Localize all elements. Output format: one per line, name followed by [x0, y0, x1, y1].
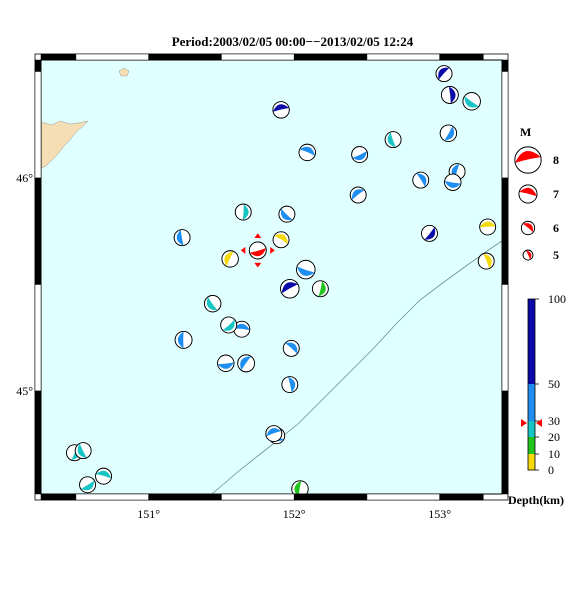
- earthquake-event: [435, 65, 453, 83]
- earthquake-event: [384, 131, 402, 149]
- latest-event-marker: [270, 246, 275, 254]
- earthquake-event: [221, 250, 239, 268]
- depth-marker-right: [536, 419, 542, 427]
- earthquake-event: [462, 92, 481, 111]
- earthquake-event: [173, 229, 191, 247]
- earthquake-event: [233, 320, 251, 338]
- magnitude-legend-symbol: [520, 220, 536, 236]
- magnitude-legend-label: 7: [553, 187, 559, 201]
- earthquake-event: [240, 233, 275, 268]
- magnitude-legend-label: 8: [553, 153, 559, 167]
- depth-color-band: [528, 421, 535, 437]
- earthquake-event: [440, 86, 459, 104]
- earthquake-event: [444, 173, 462, 191]
- depth-tick-label: 50: [548, 377, 560, 391]
- trench-line: [211, 240, 503, 495]
- earthquake-event: [265, 425, 283, 443]
- magnitude-legend-title: M: [520, 125, 531, 139]
- earthquake-event: [282, 339, 300, 357]
- magnitude-legend-symbol: [514, 146, 542, 174]
- earthquake-event: [237, 354, 256, 373]
- latest-event-marker: [254, 262, 262, 268]
- earthquake-event: [95, 467, 112, 485]
- land-islet: [118, 67, 130, 77]
- depth-tick-label: 20: [548, 430, 560, 444]
- magnitude-legend-symbol: [518, 184, 538, 204]
- earthquake-event: [174, 330, 193, 349]
- depth-color-band: [528, 299, 535, 384]
- earthquake-event: [272, 231, 290, 249]
- magnitude-legend-label: 5: [553, 248, 559, 262]
- earthquake-event: [204, 295, 222, 313]
- earthquake-event: [439, 124, 458, 142]
- earthquake-event: [479, 218, 497, 236]
- depth-color-band: [528, 437, 535, 454]
- earthquake-event: [311, 280, 329, 298]
- depth-tick-label: 100: [548, 292, 566, 306]
- magnitude-legend-symbol: [522, 249, 534, 261]
- lon-tick-label: 153°: [428, 507, 451, 521]
- lat-tick-label: 46°: [16, 171, 33, 185]
- earthquake-event: [79, 476, 96, 494]
- earthquake-event: [272, 101, 290, 119]
- ocean-area: [41, 60, 502, 494]
- earthquake-event: [217, 354, 235, 372]
- earthquake-event: [234, 203, 252, 221]
- earthquake-event: [280, 279, 300, 299]
- earthquake-event: [349, 186, 367, 204]
- magnitude-legend: M 8 7 6 5: [514, 125, 559, 262]
- depth-marker-left: [521, 419, 527, 427]
- map-ticks: 151° 152° 153° 46° 45°: [16, 171, 451, 521]
- earthquake-event: [412, 171, 430, 189]
- map-title: Period:2003/02/05 00:00−−2013/02/05 12:2…: [171, 34, 414, 49]
- depth-color-band: [528, 384, 535, 421]
- earthquake-event: [278, 205, 296, 223]
- earthquake-event: [296, 259, 316, 280]
- depth-tick-label: 30: [548, 414, 560, 428]
- map-frame: [34, 53, 509, 501]
- magnitude-legend-label: 6: [553, 221, 559, 235]
- earthquake-event: [74, 442, 92, 460]
- depth-legend-label: Depth(km): [508, 493, 564, 507]
- latest-event-marker: [254, 233, 262, 238]
- lon-tick-label: 152°: [283, 507, 306, 521]
- lon-tick-label: 151°: [137, 507, 160, 521]
- earthquake-events: [66, 65, 497, 494]
- earthquake-event: [281, 376, 299, 394]
- earthquake-event: [421, 224, 438, 242]
- depth-color-band: [528, 454, 535, 470]
- earthquake-event: [351, 146, 369, 163]
- land-island: [40, 120, 89, 169]
- lat-tick-label: 45°: [16, 384, 33, 398]
- earthquake-event: [298, 143, 316, 162]
- latest-event-marker: [240, 246, 246, 254]
- earthquake-event: [291, 480, 309, 494]
- depth-tick-label: 0: [548, 463, 554, 477]
- earthquake-event: [220, 316, 238, 334]
- depth-tick-label: 10: [548, 447, 560, 461]
- earthquake-event: [477, 252, 495, 270]
